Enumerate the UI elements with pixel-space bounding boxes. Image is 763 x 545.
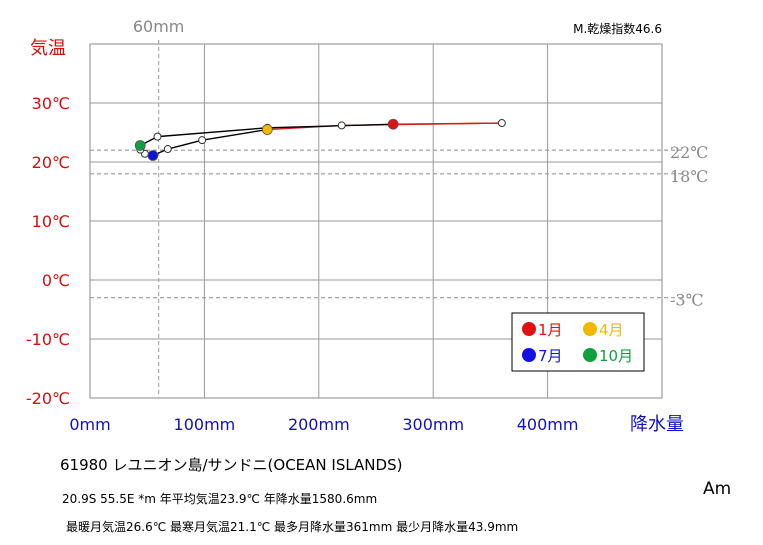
x-tick-label: 400mm bbox=[517, 415, 579, 434]
x-tick-label: 300mm bbox=[402, 415, 464, 434]
highlight-point bbox=[147, 150, 159, 161]
legend-marker bbox=[522, 322, 536, 336]
legend-label: 7月 bbox=[538, 347, 563, 365]
legend: 1月 4月 7月 10月 bbox=[511, 312, 645, 372]
y-tick-label: 20℃ bbox=[32, 153, 70, 172]
y-tick-label: 10℃ bbox=[32, 212, 70, 231]
y-tick-label: 30℃ bbox=[32, 94, 70, 113]
x-tick-label: 200mm bbox=[288, 415, 350, 434]
series-segment bbox=[157, 127, 268, 138]
legend-label: 4月 bbox=[599, 321, 624, 339]
reference-lines: 60mm 22℃ 18℃ -3℃ bbox=[90, 17, 708, 398]
y-tick-label: 0℃ bbox=[42, 271, 70, 290]
station-stats-line2: 最暖月気温26.6℃ 最寒月気温21.1℃ 最多月降水量361mm 最少月降水量… bbox=[66, 520, 519, 534]
y-tick-label: -20℃ bbox=[26, 389, 70, 408]
legend-marker bbox=[522, 348, 536, 362]
highlight-point bbox=[134, 140, 146, 151]
aridity-index-label: M.乾燥指数46.6 bbox=[573, 21, 662, 36]
legend-box bbox=[511, 312, 645, 372]
ref-label-y: 22℃ bbox=[670, 143, 708, 162]
y-tick-label: -10℃ bbox=[26, 330, 70, 349]
data-point bbox=[198, 136, 207, 145]
series-segment bbox=[267, 123, 394, 129]
x-tick-labels: 0mm 100mm 200mm 300mm 400mm bbox=[69, 415, 578, 434]
legend-marker bbox=[583, 348, 597, 362]
y-axis-label: 気温 bbox=[30, 38, 66, 59]
highlight-point bbox=[261, 124, 273, 135]
legend-label: 1月 bbox=[538, 321, 563, 339]
data-series bbox=[134, 118, 506, 161]
x-tick-label: 100mm bbox=[174, 415, 236, 434]
x-tick-label: 0mm bbox=[69, 415, 110, 434]
climate-class: Am bbox=[703, 479, 732, 499]
data-point bbox=[497, 119, 506, 128]
legend-label: 10月 bbox=[599, 347, 633, 365]
series-segment bbox=[167, 139, 203, 150]
station-title: 61980 レユニオン島/サンドニ(OCEAN ISLANDS) bbox=[60, 456, 403, 474]
series-segment bbox=[201, 128, 268, 141]
data-point bbox=[337, 121, 346, 130]
y-tick-labels: -20℃ -10℃ 0℃ 10℃ 20℃ 30℃ bbox=[26, 94, 70, 408]
data-point bbox=[153, 132, 162, 141]
ref-label-y: -3℃ bbox=[670, 291, 703, 310]
station-stats-line1: 20.9S 55.5E *m 年平均気温23.9℃ 年降水量1580.6mm bbox=[62, 492, 378, 506]
highlight-point bbox=[387, 118, 399, 130]
ref-label-y: 18℃ bbox=[670, 167, 708, 186]
legend-marker bbox=[583, 322, 597, 336]
x-axis-label: 降水量 bbox=[630, 414, 684, 435]
data-point bbox=[163, 145, 172, 154]
ref-label-x: 60mm bbox=[133, 17, 185, 36]
